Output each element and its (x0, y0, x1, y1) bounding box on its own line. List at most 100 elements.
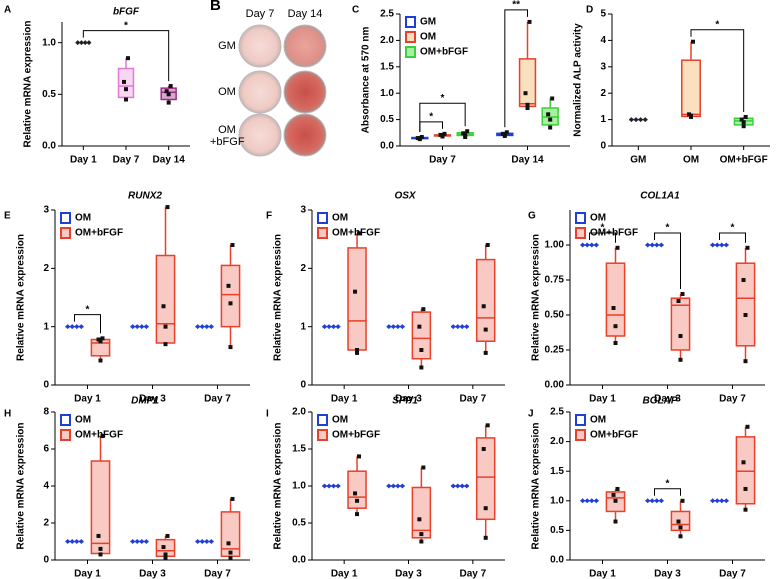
point (485, 243, 490, 247)
point (230, 496, 235, 501)
y-tick-label: 8 (43, 407, 49, 418)
panel-label: F (266, 211, 272, 222)
x-tick-label: Day 7 (719, 394, 746, 405)
point (459, 324, 465, 330)
point (546, 112, 551, 117)
row-label: GM (218, 40, 236, 52)
point (464, 324, 470, 330)
y-tick-label: 5 (600, 9, 606, 20)
well (238, 24, 282, 68)
point (642, 117, 648, 123)
y-tick-label: 0.0 (292, 555, 306, 566)
point (714, 242, 720, 248)
point (527, 19, 532, 24)
y-tick-label: 0 (43, 555, 49, 566)
x-tick-label: OM+bFGF (720, 155, 768, 166)
significance-bracket (504, 9, 528, 128)
point (421, 307, 426, 312)
point (504, 130, 509, 135)
y-tick-label: 0.5 (292, 518, 306, 529)
point (461, 131, 466, 136)
point (680, 498, 685, 503)
y-tick-label: 4 (43, 481, 49, 492)
panel-label: I (266, 409, 269, 420)
y-tick-label: 1.5 (380, 61, 394, 72)
y-axis-label: Relative mRNA expression (273, 234, 284, 361)
y-tick-label: 1 (43, 321, 49, 332)
box (475, 258, 496, 343)
legend-swatch (575, 212, 586, 224)
point (134, 539, 140, 544)
legend-swatch (405, 31, 416, 43)
point (464, 483, 470, 489)
legend-swatch (575, 429, 586, 441)
point (743, 359, 748, 364)
significance-bracket (654, 488, 681, 496)
box (347, 470, 367, 509)
point (678, 334, 683, 338)
point (723, 242, 729, 248)
significance-label: * (86, 304, 90, 315)
point (65, 539, 71, 544)
point (719, 242, 725, 248)
point (678, 534, 683, 539)
legend-swatch (575, 227, 586, 239)
point (459, 483, 465, 489)
point (645, 242, 651, 248)
legend-swatch (317, 414, 328, 426)
point (168, 84, 173, 89)
legend-label: OM (332, 213, 348, 224)
x-tick-label: Day 1 (74, 394, 101, 405)
point (584, 498, 590, 504)
panel-label: J (528, 409, 534, 420)
point (139, 324, 145, 330)
box (411, 486, 432, 539)
well (238, 113, 282, 157)
significance-bracket (719, 232, 746, 243)
point (96, 337, 101, 342)
point (165, 205, 170, 210)
significance-label: * (666, 478, 670, 489)
well (283, 24, 327, 68)
point (74, 324, 80, 330)
point (69, 539, 75, 544)
point (199, 539, 205, 544)
point (353, 491, 358, 496)
panel-label: G (528, 211, 536, 222)
significance-bracket (654, 232, 681, 289)
point (483, 535, 488, 540)
x-tick-label: Day 14 (153, 155, 186, 166)
point (419, 135, 424, 140)
point (463, 135, 468, 140)
x-tick-label: Day 3 (139, 394, 166, 405)
point (613, 324, 618, 329)
y-tick-label: 2.5 (550, 407, 564, 418)
y-tick-label: 0.25 (545, 345, 565, 356)
point (417, 517, 422, 522)
y-tick-label: 0.00 (545, 380, 565, 391)
x-tick-label: Day 7 (459, 394, 486, 405)
x-tick-label: Day 3 (395, 569, 422, 579)
well (238, 70, 282, 114)
point (228, 301, 233, 306)
point (658, 242, 664, 248)
panel-label: H (4, 409, 11, 420)
y-tick-label: 1 (600, 114, 606, 125)
well (283, 70, 327, 114)
box (411, 311, 432, 360)
y-tick-label: 1 (300, 321, 306, 332)
well (283, 113, 327, 157)
y-tick-label: 3 (300, 205, 306, 216)
x-tick-label: Day 1 (589, 394, 616, 405)
panel-label: D (586, 5, 593, 16)
y-tick-label: 1.0 (292, 481, 306, 492)
y-tick-label: 3 (43, 205, 49, 216)
point (124, 87, 128, 92)
point (615, 245, 620, 250)
significance-label: * (731, 223, 735, 234)
point (82, 40, 88, 46)
y-axis-label: Relative mRNA expression (273, 423, 284, 550)
chart-title: RUNX2 (128, 191, 162, 202)
legend-label: OM+bFGF (420, 47, 468, 58)
